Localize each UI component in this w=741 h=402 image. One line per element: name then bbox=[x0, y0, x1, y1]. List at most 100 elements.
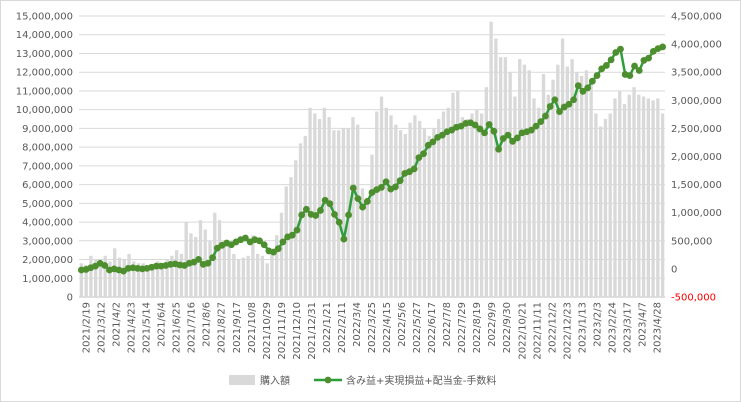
bar bbox=[232, 253, 236, 297]
line-point bbox=[410, 165, 418, 173]
x-tick-label: 2021/6/4 bbox=[157, 302, 168, 347]
line-point bbox=[603, 62, 610, 69]
x-tick-label: 2023/3/17 bbox=[622, 302, 633, 353]
line-point bbox=[570, 96, 577, 104]
x-tick-label: 2022/3/4 bbox=[352, 302, 363, 347]
left-tick-label: 13,000,000 bbox=[16, 49, 73, 60]
bar bbox=[546, 94, 550, 298]
left-tick-label: 15,000,000 bbox=[16, 12, 73, 23]
x-tick-label: 2021/4/2 bbox=[112, 302, 123, 347]
line-point bbox=[195, 255, 202, 263]
line-point bbox=[542, 112, 549, 120]
bar bbox=[408, 122, 412, 297]
bar bbox=[113, 248, 117, 297]
legend-label-line: 含み益+実現損益+配当金-手数料 bbox=[346, 374, 496, 387]
bar bbox=[303, 135, 307, 297]
line-point bbox=[631, 62, 638, 70]
line-point bbox=[588, 77, 596, 85]
bar bbox=[618, 90, 622, 297]
line-point bbox=[312, 212, 320, 219]
line-point bbox=[612, 49, 620, 56]
line-point bbox=[607, 56, 615, 64]
x-tick-label: 2021/9/17 bbox=[232, 302, 243, 353]
right-tick-label: 500,000 bbox=[671, 236, 712, 247]
right-tick-label: 2,000,000 bbox=[671, 152, 722, 163]
bar bbox=[336, 130, 341, 297]
bar bbox=[537, 107, 541, 297]
line-point bbox=[420, 150, 427, 158]
bar bbox=[589, 83, 593, 297]
bar bbox=[532, 98, 536, 297]
bar bbox=[170, 255, 174, 297]
bar-series bbox=[79, 21, 665, 298]
x-tick-label: 2021/8/6 bbox=[202, 302, 213, 347]
right-tick-label: 3,500,000 bbox=[671, 68, 722, 79]
line-point bbox=[209, 254, 217, 262]
right-tick-label: -500,000 bbox=[671, 293, 716, 304]
line-point bbox=[302, 205, 310, 213]
line-point bbox=[415, 154, 423, 162]
bar bbox=[651, 100, 655, 297]
bar bbox=[365, 197, 369, 297]
bar bbox=[136, 263, 141, 297]
line-point bbox=[363, 198, 371, 205]
bar bbox=[275, 235, 279, 297]
line-point bbox=[317, 207, 324, 214]
x-tick-label: 2022/4/15 bbox=[382, 302, 393, 353]
line-point bbox=[335, 218, 343, 226]
line-point bbox=[354, 195, 362, 203]
x-tick-label: 2022/3/25 bbox=[367, 302, 378, 353]
line-point bbox=[499, 135, 507, 142]
bar bbox=[498, 57, 503, 297]
bar bbox=[551, 79, 555, 298]
right-tick-label: 3,000,000 bbox=[671, 96, 722, 107]
bar bbox=[460, 117, 465, 297]
bar bbox=[584, 70, 589, 298]
bar bbox=[560, 38, 565, 297]
bar bbox=[518, 59, 522, 297]
x-tick-label: 2022/2/11 bbox=[337, 302, 348, 353]
line-series bbox=[77, 43, 667, 275]
line-point bbox=[270, 248, 277, 256]
x-tick-label: 2022/7/29 bbox=[457, 302, 468, 353]
line-point bbox=[242, 234, 249, 242]
line-point bbox=[565, 100, 573, 108]
bar bbox=[227, 244, 231, 297]
x-tick-label: 2023/2/3 bbox=[592, 302, 603, 347]
bar bbox=[270, 250, 274, 297]
right-tick-label: 2,500,000 bbox=[671, 124, 722, 135]
bar bbox=[379, 96, 384, 297]
line-point bbox=[626, 72, 634, 79]
line-point bbox=[331, 210, 338, 218]
line-point bbox=[293, 226, 301, 234]
bar bbox=[146, 267, 150, 297]
bar bbox=[260, 255, 265, 297]
x-tick-label: 2022/9/9 bbox=[487, 302, 498, 347]
bar bbox=[465, 119, 469, 298]
left-tick-label: 1,000,000 bbox=[22, 274, 73, 285]
x-tick-label: 2021/5/14 bbox=[142, 302, 153, 353]
line-point bbox=[340, 235, 348, 243]
line-point bbox=[574, 82, 582, 90]
right-tick-label: 1,000,000 bbox=[671, 208, 722, 219]
bar bbox=[594, 113, 598, 297]
bar bbox=[103, 255, 107, 297]
x-tick-label: 2022/7/8 bbox=[442, 302, 453, 347]
line-point bbox=[556, 108, 563, 115]
line-point bbox=[326, 200, 334, 208]
x-tick-label: 2023/4/7 bbox=[637, 302, 648, 347]
bar bbox=[255, 253, 260, 297]
bar bbox=[613, 98, 617, 297]
line-point bbox=[527, 126, 535, 134]
bar bbox=[622, 104, 627, 298]
bar bbox=[608, 113, 612, 297]
left-tick-label: 7,000,000 bbox=[22, 161, 73, 172]
line-point bbox=[204, 259, 212, 267]
x-tick-label: 2022/5/6 bbox=[397, 302, 408, 347]
bar bbox=[351, 117, 355, 297]
x-axis-ticks: 2021/2/19 2021/3/12 2021/4/2 2021/4/23 2021/… bbox=[82, 302, 664, 360]
line-point bbox=[279, 238, 287, 246]
bar bbox=[599, 126, 603, 297]
bar bbox=[422, 128, 427, 297]
bar bbox=[417, 120, 422, 297]
